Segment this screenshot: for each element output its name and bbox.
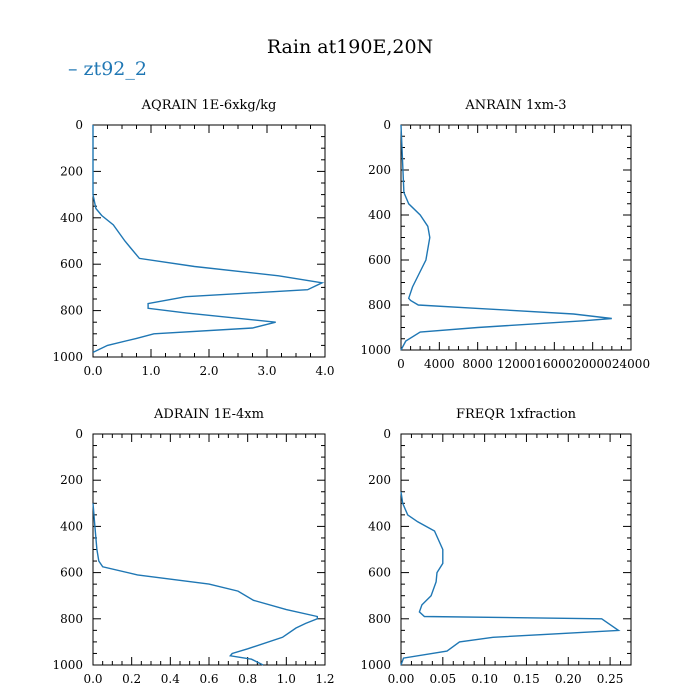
- plot-frame: [400, 433, 632, 666]
- x-tick-label: 0.05: [429, 672, 456, 686]
- x-tick-label: 8000: [462, 357, 493, 371]
- legend: – zt92_2: [68, 58, 147, 80]
- legend-label: zt92_2: [83, 58, 147, 80]
- y-tick-label: 400: [60, 519, 83, 533]
- x-tick-label: 1.0: [277, 672, 296, 686]
- x-tick-label: 3.0: [257, 364, 276, 378]
- y-tick-label: 200: [368, 163, 391, 177]
- x-tick-label: 1.2: [315, 672, 334, 686]
- x-tick-label: 0.2: [122, 672, 141, 686]
- x-tick-label: 16000: [535, 357, 573, 371]
- y-tick-label: 0: [383, 118, 391, 132]
- panel-title: AQRAIN 1E-6xkg/kg: [141, 98, 277, 113]
- x-tick-label: 4000: [424, 357, 455, 371]
- x-tick-label: 12000: [497, 357, 535, 371]
- x-tick-label: 0.6: [199, 672, 218, 686]
- panel-3: ADRAIN 1E-4xm 0.0 0.2 0.4 0.6 0.8 1.0 1.2 0 200 40…: [52, 407, 334, 686]
- y-tick-label: 1000: [360, 658, 391, 672]
- y-tick-label: 600: [60, 566, 83, 580]
- y-tick-label: 600: [60, 257, 83, 271]
- y-tick-label: 800: [60, 612, 83, 626]
- series-line-zt92_2: [92, 503, 318, 666]
- x-tick-label: 24000: [612, 357, 650, 371]
- y-tick-label: 400: [368, 208, 391, 222]
- series-line-zt92_2: [400, 124, 612, 351]
- panel-title: ADRAIN 1E-4xm: [153, 407, 264, 422]
- x-tick-label: 0.25: [597, 672, 624, 686]
- x-tick-label: 0.0: [83, 364, 102, 378]
- y-tick-label: 1000: [360, 343, 391, 357]
- x-tick-label: 0.15: [513, 672, 540, 686]
- y-tick-label: 0: [383, 427, 391, 441]
- panel-4: FREQR 1xfraction 0.00 0.05 0.10 0.15 0.20 0.25…: [360, 407, 632, 686]
- x-tick-label: 0.10: [471, 672, 498, 686]
- y-tick-label: 0: [75, 427, 83, 441]
- panel-2: ANRAIN 1xm-30 4000 8000 12000 16000 20000 2400…: [360, 98, 650, 371]
- series-line-zt92_2: [92, 125, 325, 354]
- x-tick-label: 4.0: [315, 364, 334, 378]
- panel-title: ANRAIN 1xm-3: [464, 98, 566, 113]
- y-tick-label: 400: [368, 519, 391, 533]
- x-tick-label: 20000: [574, 357, 612, 371]
- y-tick-label: 0: [75, 118, 83, 132]
- legend-line: –: [68, 58, 84, 80]
- y-tick-label: 1000: [52, 350, 83, 364]
- x-tick-label: 0: [397, 357, 405, 371]
- y-tick-label: 200: [60, 164, 83, 178]
- x-tick-label: 0.00: [388, 672, 415, 686]
- y-tick-label: 400: [60, 211, 83, 225]
- y-tick-label: 600: [368, 253, 391, 267]
- y-tick-label: 200: [368, 473, 391, 487]
- x-tick-label: 0.8: [238, 672, 257, 686]
- series-line-zt92_2: [400, 491, 621, 666]
- x-tick-label: 0.0: [83, 672, 102, 686]
- y-tick-label: 200: [60, 473, 83, 487]
- figure-title: Rain at190E,20N: [266, 36, 434, 58]
- x-tick-label: 1.0: [141, 364, 160, 378]
- x-tick-label: 2.0: [199, 364, 218, 378]
- y-tick-label: 1000: [52, 658, 83, 672]
- y-tick-label: 600: [368, 566, 391, 580]
- x-tick-label: 0.20: [555, 672, 582, 686]
- panel-1: AQRAIN 1E-6xkg/kg 0.0 1.0 2.0 3.0 4.0 0 200 400 6…: [52, 98, 334, 378]
- y-tick-label: 800: [368, 612, 391, 626]
- x-tick-label: 0.4: [161, 672, 180, 686]
- y-tick-label: 800: [368, 298, 391, 312]
- plot-frame: [92, 124, 326, 358]
- plot-frame: [92, 433, 326, 666]
- y-tick-label: 800: [60, 304, 83, 318]
- panel-title: FREQR 1xfraction: [456, 407, 577, 422]
